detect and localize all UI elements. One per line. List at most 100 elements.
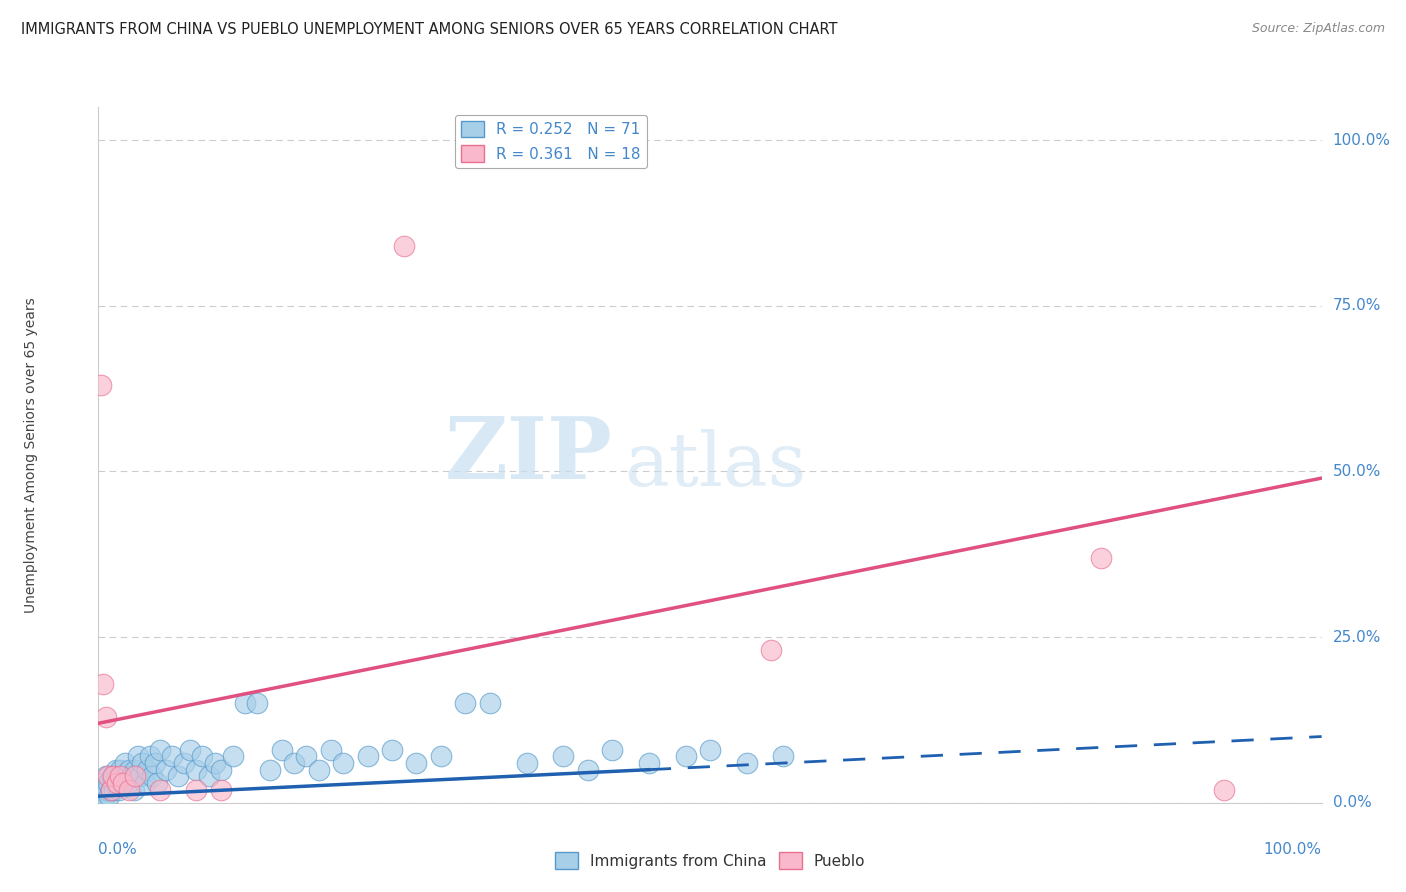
Point: [149, 743, 172, 757]
Text: 0.0%: 0.0%: [1333, 796, 1371, 810]
Point: [259, 763, 281, 777]
Point: [209, 763, 232, 777]
Text: 75.0%: 75.0%: [1333, 298, 1381, 313]
Point: [111, 776, 134, 790]
Point: [637, 756, 661, 770]
Point: [295, 749, 318, 764]
Point: [110, 769, 132, 783]
Text: atlas: atlas: [624, 429, 807, 502]
Point: [94, 769, 117, 783]
Point: [283, 756, 305, 770]
Point: [91, 782, 114, 797]
Point: [122, 782, 145, 797]
Text: Unemployment Among Seniors over 65 years: Unemployment Among Seniors over 65 years: [24, 297, 38, 613]
Point: [149, 782, 172, 797]
Point: [139, 749, 162, 764]
Point: [103, 782, 125, 797]
Text: ZIP: ZIP: [444, 413, 612, 497]
Point: [107, 769, 129, 783]
Point: [761, 643, 783, 657]
Point: [93, 789, 115, 804]
Point: [1090, 550, 1112, 565]
Point: [105, 776, 128, 790]
Point: [117, 776, 139, 790]
Text: Source: ZipAtlas.com: Source: ZipAtlas.com: [1251, 22, 1385, 36]
Point: [91, 676, 114, 690]
Point: [246, 697, 269, 711]
Point: [553, 749, 575, 764]
Point: [699, 743, 721, 757]
Point: [515, 756, 537, 770]
Text: 100.0%: 100.0%: [1333, 133, 1391, 148]
Point: [222, 749, 245, 764]
Point: [120, 769, 142, 783]
Text: 100.0%: 100.0%: [1264, 842, 1322, 856]
Point: [111, 769, 134, 783]
Point: [118, 782, 141, 797]
Point: [98, 789, 121, 804]
Point: [91, 776, 114, 790]
Point: [100, 782, 122, 797]
Point: [146, 776, 169, 790]
Point: [197, 769, 219, 783]
Point: [129, 769, 152, 783]
Point: [90, 378, 112, 392]
Point: [105, 776, 128, 790]
Text: IMMIGRANTS FROM CHINA VS PUEBLO UNEMPLOYMENT AMONG SENIORS OVER 65 YEARS CORRELA: IMMIGRANTS FROM CHINA VS PUEBLO UNEMPLOY…: [21, 22, 838, 37]
Point: [97, 769, 120, 783]
Point: [204, 756, 226, 770]
Point: [141, 769, 163, 783]
Point: [356, 749, 378, 764]
Point: [101, 769, 124, 783]
Point: [186, 782, 208, 797]
Text: 50.0%: 50.0%: [1333, 464, 1381, 479]
Point: [124, 769, 146, 783]
Point: [97, 776, 120, 790]
Point: [108, 782, 131, 797]
Point: [270, 743, 294, 757]
Point: [127, 749, 149, 764]
Point: [332, 756, 354, 770]
Point: [90, 789, 112, 804]
Point: [735, 756, 758, 770]
Point: [160, 749, 183, 764]
Legend: Immigrants from China, Pueblo: Immigrants from China, Pueblo: [548, 847, 872, 875]
Point: [110, 763, 132, 777]
Point: [179, 743, 201, 757]
Point: [392, 239, 416, 253]
Point: [134, 776, 156, 790]
Point: [675, 749, 697, 764]
Point: [209, 782, 232, 797]
Point: [233, 697, 256, 711]
Point: [104, 763, 127, 777]
Text: 0.0%: 0.0%: [98, 842, 138, 856]
Point: [576, 763, 599, 777]
Point: [89, 782, 111, 797]
Point: [100, 782, 122, 797]
Point: [308, 763, 330, 777]
Point: [96, 782, 118, 797]
Point: [118, 763, 141, 777]
Point: [101, 776, 124, 790]
Text: 25.0%: 25.0%: [1333, 630, 1381, 645]
Point: [191, 749, 214, 764]
Point: [143, 756, 166, 770]
Point: [772, 749, 794, 764]
Point: [94, 709, 117, 723]
Point: [111, 776, 134, 790]
Point: [173, 756, 195, 770]
Point: [478, 697, 501, 711]
Point: [155, 763, 177, 777]
Point: [381, 743, 404, 757]
Point: [1212, 782, 1234, 797]
Point: [319, 743, 342, 757]
Point: [405, 756, 427, 770]
Point: [101, 769, 124, 783]
Point: [186, 763, 208, 777]
Point: [600, 743, 623, 757]
Point: [454, 697, 477, 711]
Point: [430, 749, 453, 764]
Point: [124, 763, 146, 777]
Point: [136, 763, 159, 777]
Point: [167, 769, 190, 783]
